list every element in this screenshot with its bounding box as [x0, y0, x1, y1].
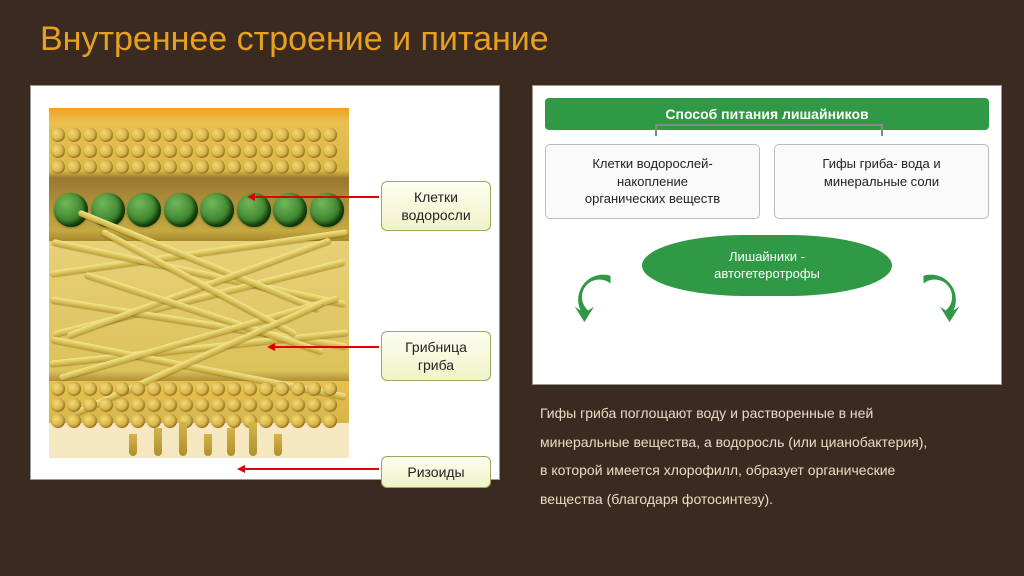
lichen-cross-section: [49, 108, 349, 458]
connector-v-right: [881, 124, 883, 136]
note-line-2: минеральные вещества, а водоросль (или ц…: [540, 429, 1000, 456]
label-algae: Клеткиводоросли: [381, 181, 491, 231]
connector-v-left: [655, 124, 657, 136]
arrow-right-icon: [909, 268, 967, 326]
cross-section-panel: Клеткиводоросли Грибницагриба Ризоиды: [30, 85, 500, 480]
algal-layer: [49, 184, 349, 236]
nutrition-panel: Способ питания лишайников Клетки водорос…: [532, 85, 1002, 385]
notes-text: Гифы гриба поглощают воду и растворенные…: [540, 400, 1000, 514]
box-hyphae: Гифы гриба- вода иминеральные соли: [774, 144, 989, 219]
box-algae-cells: Клетки водорослей-накоплениеорганических…: [545, 144, 760, 219]
note-line-4: вещества (благодаря фотосинтезу).: [540, 486, 1000, 513]
nutrition-row: Клетки водорослей-накоплениеорганических…: [545, 144, 989, 219]
medulla-hyphae: [49, 240, 349, 380]
slide-title: Внутреннее строение и питание: [40, 20, 549, 59]
note-line-1: Гифы гриба поглощают воду и растворенные…: [540, 400, 1000, 427]
connector-horizontal: [655, 124, 881, 126]
label-mycelium: Грибницагриба: [381, 331, 491, 381]
ellipse-autoheterotrophs: Лишайники -автогетеротрофы: [642, 235, 892, 297]
note-line-3: в которой имеется хлорофилл, образует ор…: [540, 457, 1000, 484]
lower-cortex: [49, 380, 349, 426]
upper-cortex: [49, 126, 349, 174]
pointer-mycelium: [271, 346, 379, 348]
pointer-algae: [251, 196, 379, 198]
pointer-rhizoids: [241, 468, 379, 470]
arrow-left-icon: [567, 268, 625, 326]
label-rhizoids: Ризоиды: [381, 456, 491, 488]
